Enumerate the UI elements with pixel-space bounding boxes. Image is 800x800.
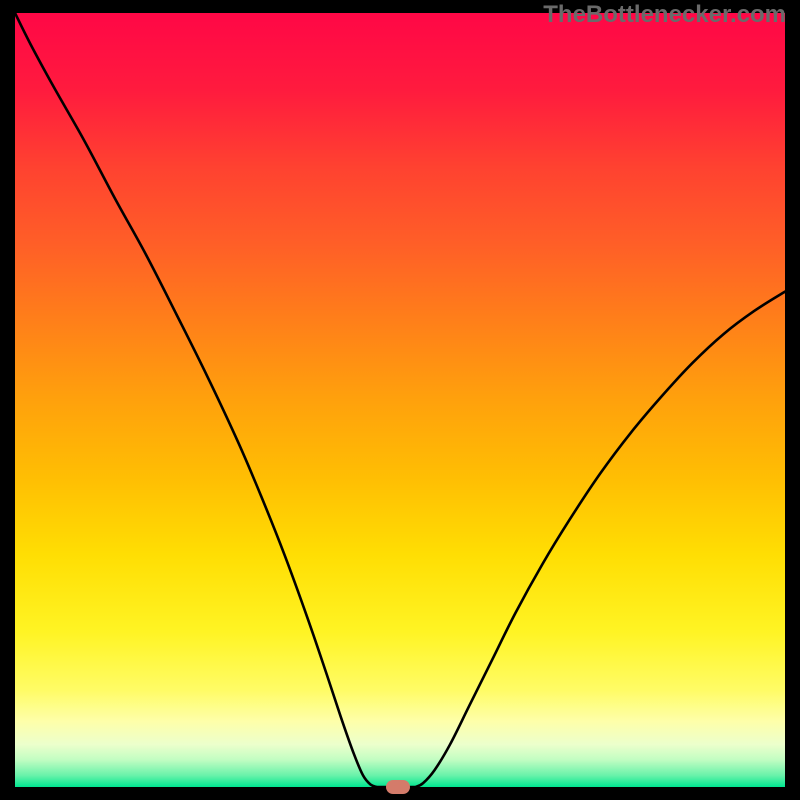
watermark-text: TheBottlenecker.com [543,1,786,29]
bottleneck-curve-path [15,13,785,787]
bottleneck-chart: TheBottlenecker.com [0,0,800,800]
bottleneck-curve [0,0,800,800]
optimal-point-marker [386,780,410,794]
